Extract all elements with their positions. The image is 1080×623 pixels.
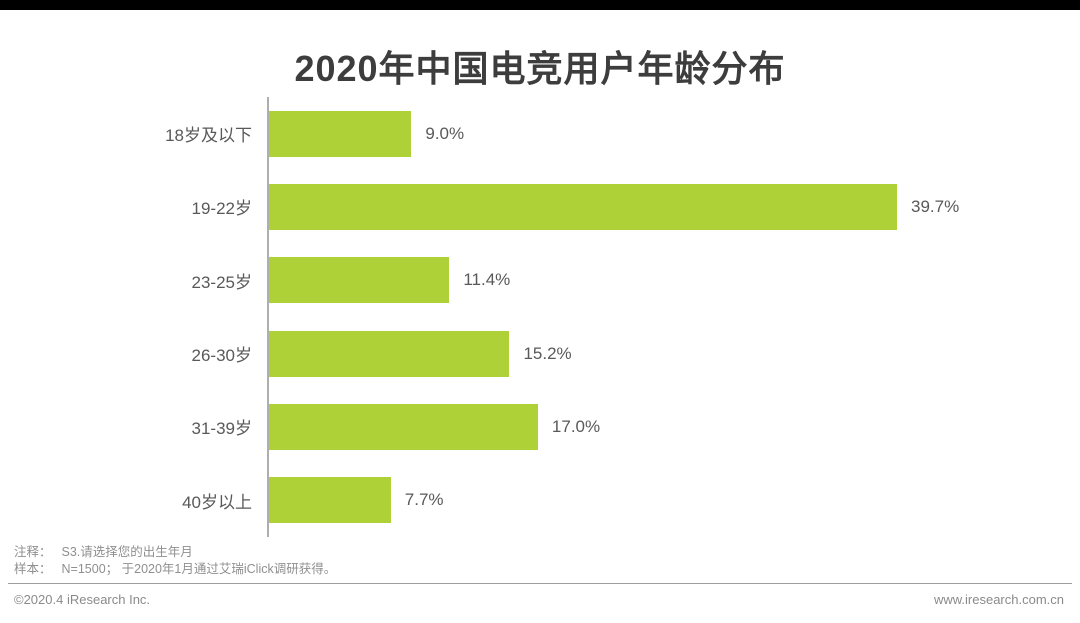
value-label: 39.7% [911, 196, 960, 216]
category-label: 26-30岁 [191, 346, 252, 366]
bar [269, 330, 510, 377]
category-label: 23-25岁 [191, 272, 252, 292]
footer-divider [8, 583, 1072, 584]
top-black-bar [0, 0, 1080, 10]
bar [269, 403, 538, 450]
footer-bar: ©2020.4 iResearch Inc. www.iresearch.com… [14, 592, 1064, 607]
chart-row: 40岁以上 7.7% [0, 464, 1080, 537]
chart-title: 2020年中国电竞用户年龄分布 [294, 48, 786, 90]
value-label: 7.7% [404, 490, 444, 510]
note-line-1: 注释： S3.请选择您的出生年月 [14, 544, 336, 561]
note1-text: S3.请选择您的出生年月 [61, 545, 193, 559]
value-label: 11.4% [463, 270, 511, 290]
chart-row: 31-39岁 17.0% [0, 390, 1080, 463]
value-label: 17.0% [551, 416, 601, 436]
category-label: 19-22岁 [191, 199, 252, 219]
category-label: 31-39岁 [191, 419, 252, 439]
chart-row: 18岁及以下 9.0% [0, 97, 1080, 170]
bar-chart: 18岁及以下 9.0% 19-22岁 39.7% 23-25岁 11.4% 26-30岁 15… [0, 97, 1080, 537]
category-label: 40岁以上 [182, 492, 252, 512]
copyright-text: ©2020.4 iResearch Inc. [14, 592, 151, 607]
note2-text: N=1500； 于2020年1月通过艾瑞iClick调研获得。 [61, 562, 337, 576]
note1-label: 注释： [14, 545, 52, 559]
chart-row: 23-25岁 11.4% [0, 244, 1080, 317]
y-axis-line [267, 97, 269, 537]
chart-row: 26-30岁 15.2% [0, 317, 1080, 390]
bar [269, 257, 450, 304]
chart-rows: 18岁及以下 9.0% 19-22岁 39.7% 23-25岁 11.4% 26-30岁 15… [0, 97, 1080, 537]
footnotes: 注释： S3.请选择您的出生年月 样本： N=1500； 于2020年1月通过艾瑞i… [14, 544, 336, 578]
bar [269, 110, 412, 157]
value-label: 9.0% [425, 123, 465, 143]
website-text: www.iresearch.com.cn [933, 592, 1064, 607]
category-label: 18岁及以下 [165, 126, 252, 146]
note2-label: 样本： [14, 562, 52, 576]
bar [269, 477, 391, 524]
bar [269, 183, 897, 230]
chart-row: 19-22岁 39.7% [0, 170, 1080, 243]
value-label: 15.2% [523, 343, 572, 363]
note-line-2: 样本： N=1500； 于2020年1月通过艾瑞iClick调研获得。 [14, 561, 336, 578]
